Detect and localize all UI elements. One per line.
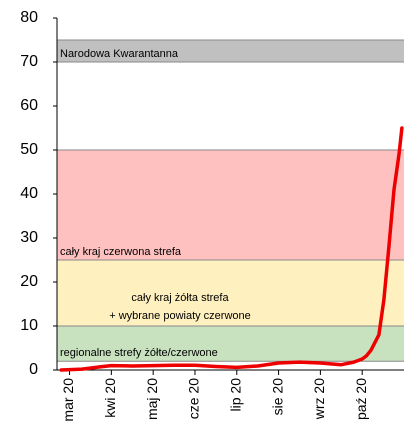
x-tick-label: kwi 20: [102, 378, 118, 418]
series-line: [59, 126, 404, 372]
zone-label: + wybrane powiaty czerwone: [109, 310, 251, 322]
x-tick-label: maj 20: [144, 378, 160, 420]
zone-band: [57, 40, 404, 62]
zone-label: cały kraj czerwona strefa: [60, 246, 182, 258]
x-tick-label: mar 20: [60, 378, 76, 422]
y-tick-label: 50: [20, 141, 38, 158]
zone-label: cały kraj żółta strefa: [131, 292, 229, 304]
y-tick-label: 80: [20, 9, 38, 26]
x-tick-label: wrz 20: [311, 378, 327, 420]
y-tick-label: 70: [20, 53, 38, 70]
zone-band: [57, 326, 404, 362]
x-tick-label: sie 20: [269, 378, 285, 416]
zone-band: [57, 260, 404, 326]
y-tick-label: 20: [20, 273, 38, 290]
x-tick-label: lip 20: [227, 378, 243, 412]
y-tick-label: 0: [29, 361, 38, 378]
y-tick-label: 60: [20, 97, 38, 114]
y-tick-label: 10: [20, 317, 38, 334]
zone-label: Narodowa Kwarantanna: [60, 48, 179, 60]
zone-label: regionalne strefy żółte/czerwone: [60, 347, 218, 359]
y-tick-label: 30: [20, 229, 38, 246]
y-tick-label: 40: [20, 185, 38, 202]
x-tick-label: paź 20: [353, 378, 369, 420]
zone-band: [57, 150, 404, 260]
x-tick-label: cze 20: [186, 378, 202, 419]
